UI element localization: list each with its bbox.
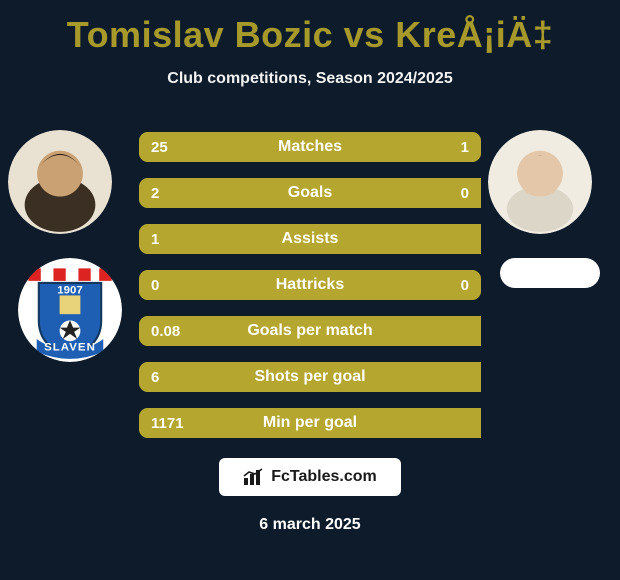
content-area: 1907 SLAVEN Matches251Goals20Assists1Hat…: [0, 130, 620, 438]
stat-value-right: 0: [449, 270, 481, 300]
stat-row: Shots per goal6: [139, 362, 481, 392]
stat-label: Hattricks: [139, 270, 481, 300]
stat-label: Shots per goal: [139, 362, 481, 392]
stat-label: Matches: [139, 132, 481, 162]
stats-bars: Matches251Goals20Assists1Hattricks00Goal…: [139, 130, 481, 438]
stat-row: Goals2 0: [139, 178, 481, 208]
stat-value-right: 1: [449, 132, 481, 162]
stat-value-left: 1171: [139, 408, 196, 438]
stat-value-left: 25: [139, 132, 180, 162]
avatar-placeholder-icon: [8, 130, 112, 234]
stat-label: Goals: [139, 178, 481, 208]
stat-value-left: 6: [139, 362, 171, 392]
branding-badge[interactable]: FcTables.com: [219, 458, 401, 496]
stat-value-left: 2: [139, 178, 171, 208]
date-text: 6 march 2025: [0, 516, 620, 534]
stat-label: Assists: [139, 224, 481, 254]
stat-value-left: 0: [139, 270, 171, 300]
stat-row: Min per goal1171: [139, 408, 481, 438]
stat-value-right: 0: [449, 178, 481, 208]
stat-row: Goals per match0.08: [139, 316, 481, 346]
stat-row: Hattricks0 0: [139, 270, 481, 300]
stats-chart-icon: [243, 468, 265, 486]
club-year-text: 1907: [57, 284, 82, 296]
subtitle: Club competitions, Season 2024/2025: [0, 70, 620, 88]
comparison-card: Tomislav Bozic vs KreÅ¡iÄ‡ Club competit…: [0, 0, 620, 580]
branding-text: FcTables.com: [271, 468, 377, 486]
page-title: Tomislav Bozic vs KreÅ¡iÄ‡: [0, 14, 620, 56]
player-right-avatar: [488, 130, 592, 234]
player-left-avatar: [8, 130, 112, 234]
avatar-placeholder-icon: [488, 130, 592, 234]
club-name-text: SLAVEN: [44, 342, 96, 354]
player-right-club-badge: [500, 258, 600, 288]
stat-row: Assists1: [139, 224, 481, 254]
stat-value-left: 1: [139, 224, 171, 254]
stat-row: Matches25 1: [139, 132, 481, 162]
player-left-club-badge: 1907 SLAVEN: [18, 258, 122, 362]
stat-value-left: 0.08: [139, 316, 192, 346]
club-badge-icon: 1907 SLAVEN: [18, 258, 122, 362]
